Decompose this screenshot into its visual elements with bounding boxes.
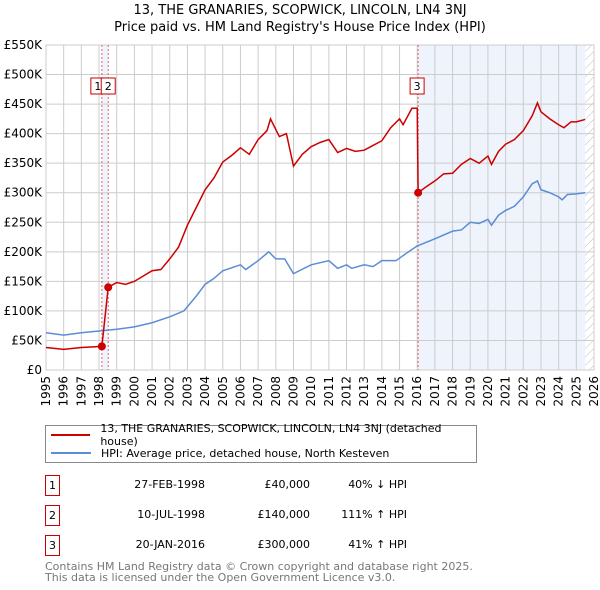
x-tick-label: 2020 — [481, 376, 495, 407]
sale-label-box — [100, 77, 116, 95]
x-tick-label: 1998 — [92, 376, 106, 407]
sale-point — [414, 188, 423, 197]
x-tick-label: 2001 — [145, 376, 159, 407]
series-line — [45, 100, 586, 351]
legend-swatch-hpi — [51, 452, 91, 454]
x-tick-label: 2025 — [569, 376, 583, 407]
chart-title: 13, THE GRANARIES, SCOPWICK, LINCOLN, LN… — [133, 3, 467, 18]
x-tick-label: 2005 — [216, 376, 230, 407]
x-tick-label: 1995 — [39, 376, 53, 407]
x-tick-label: 1996 — [57, 376, 71, 407]
forecast-hatch — [585, 45, 594, 370]
footer-copyright: Contains HM Land Registry data © Crown c… — [45, 560, 473, 573]
x-tick-label: 2008 — [269, 376, 283, 407]
y-tick-label: £150K — [4, 274, 44, 288]
x-tick-label: 2024 — [552, 376, 566, 407]
sale-label: 1 — [94, 80, 101, 93]
x-tick-label: 2011 — [322, 376, 336, 407]
legend: 13, THE GRANARIES, SCOPWICK, LINCOLN, LN… — [45, 422, 477, 463]
y-tick-label: £0 — [27, 363, 42, 377]
chart-subtitle: Price paid vs. HM Land Registry's House … — [114, 20, 486, 35]
transaction-number: 2 — [45, 505, 60, 526]
x-tick-label: 2022 — [516, 376, 530, 407]
x-tick-label: 2015 — [393, 376, 407, 407]
x-tick-label: 2021 — [499, 376, 513, 407]
y-tick-label: £50K — [11, 333, 43, 347]
transaction-date: 10-JUL-1998 — [137, 508, 205, 521]
y-tick-label: £450K — [4, 97, 44, 111]
x-tick-label: 2000 — [127, 376, 141, 407]
legend-swatch-property — [51, 434, 91, 436]
x-tick-label: 2014 — [375, 376, 389, 407]
y-tick-label: £300K — [4, 186, 44, 200]
legend-label-property: 13, THE GRANARIES, SCOPWICK, LINCOLN, LN… — [100, 422, 442, 448]
transaction-number: 1 — [45, 475, 60, 496]
x-tick-label: 2002 — [163, 376, 177, 407]
transaction-hpi-diff: 41% ↑ HPI — [348, 538, 407, 551]
x-tick-label: 2007 — [251, 376, 265, 407]
x-tick-label: 2016 — [410, 376, 424, 407]
plot-frame — [45, 44, 595, 371]
transaction-hpi-diff: 40% ↓ HPI — [348, 478, 407, 491]
legend-item-property: 13, THE GRANARIES, SCOPWICK, LINCOLN, LN… — [46, 422, 476, 448]
x-tick-label: 2004 — [198, 376, 212, 407]
x-tick-label: 2018 — [446, 376, 460, 407]
y-tick-label: £400K — [4, 127, 44, 141]
shaded-region — [101, 45, 109, 370]
transaction-hpi-diff: 111% ↑ HPI — [341, 508, 407, 521]
shaded-region — [418, 45, 586, 370]
sale-point — [104, 283, 113, 292]
y-tick-label: £100K — [4, 304, 44, 318]
transaction-price: £300,000 — [257, 538, 311, 551]
y-tick-label: £500K — [4, 68, 44, 82]
transaction-row: 3 20-JAN-2016 £300,000 41% ↑ HPI — [45, 535, 445, 556]
transaction-row: 2 10-JUL-1998 £140,000 111% ↑ HPI — [45, 505, 445, 526]
series-line — [45, 179, 586, 336]
sale-label: 3 — [414, 80, 421, 93]
transaction-price: £40,000 — [264, 478, 311, 491]
transaction-number: 3 — [45, 535, 60, 556]
legend-label-hpi: HPI: Average price, detached house, Nort… — [101, 446, 390, 460]
x-tick-label: 2006 — [233, 376, 247, 407]
x-tick-label: 2017 — [428, 376, 442, 407]
footer-licence: This data is licensed under the Open Gov… — [45, 571, 396, 584]
x-tick-label: 2003 — [180, 376, 194, 407]
sale-label-box — [409, 77, 425, 95]
x-tick-label: 2013 — [357, 376, 371, 407]
x-tick-label: 2023 — [534, 376, 548, 407]
transaction-row: 1 27-FEB-1998 £40,000 40% ↓ HPI — [45, 475, 445, 496]
x-tick-label: 2012 — [340, 376, 354, 407]
transaction-date: 20-JAN-2016 — [135, 538, 205, 551]
x-tick-label: 2010 — [304, 376, 318, 407]
x-tick-label: 2019 — [463, 376, 477, 407]
x-tick-label: 1999 — [110, 376, 124, 407]
x-tick-label: 2026 — [587, 376, 600, 407]
x-tick-label: 1997 — [74, 376, 88, 407]
legend-item-hpi: HPI: Average price, detached house, Nort… — [46, 444, 389, 462]
x-tick-label: 2009 — [286, 376, 300, 407]
price-chart: £0 £50K £100K £150K £200K £250K £300K £350K £400… — [4, 38, 600, 407]
y-tick-label: £550K — [4, 38, 44, 52]
transaction-date: 27-FEB-1998 — [134, 478, 205, 491]
sale-label: 2 — [105, 80, 112, 93]
y-tick-label: £250K — [4, 215, 44, 229]
sale-point — [97, 342, 106, 351]
y-tick-label: £200K — [4, 245, 44, 259]
y-tick-label: £350K — [4, 156, 44, 170]
transaction-price: £140,000 — [257, 508, 311, 521]
